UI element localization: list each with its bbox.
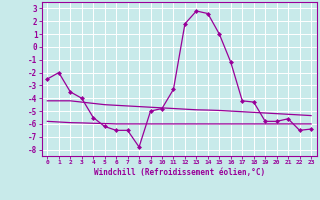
- X-axis label: Windchill (Refroidissement éolien,°C): Windchill (Refroidissement éolien,°C): [94, 168, 265, 177]
